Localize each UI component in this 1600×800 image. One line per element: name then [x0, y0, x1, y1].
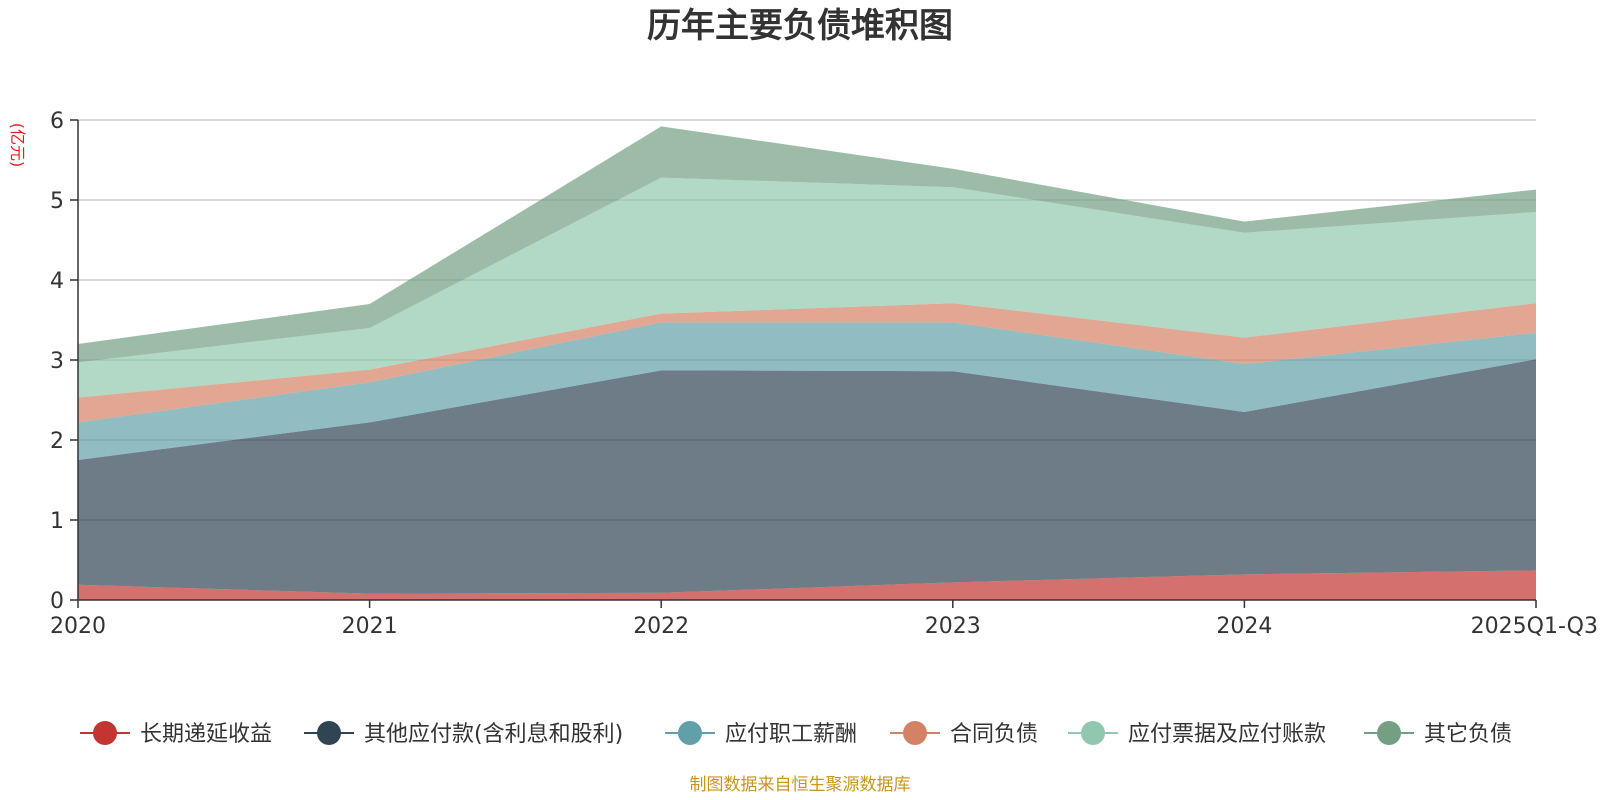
y-tick-label: 1 — [50, 509, 64, 534]
legend: 长期递延收益 其他应付款(含利息和股利) 应付职工薪酬 合同负债 应付票据及应付账款 其它… — [80, 721, 1512, 747]
data-source-note: 制图数据来自恒生聚源数据库 — [690, 775, 911, 795]
x-tick-label: 2023 — [925, 614, 981, 639]
area-series-4 — [78, 177, 1536, 398]
area-series-1 — [78, 359, 1536, 594]
y-tick-label: 2 — [50, 429, 64, 454]
y-unit-label: (亿元) — [8, 123, 27, 168]
x-tick-label: 2021 — [342, 614, 398, 639]
legend-label: 合同负债 — [950, 722, 1038, 747]
y-tick-label: 3 — [50, 349, 64, 374]
x-tick-label: 2025Q1-Q3 — [1471, 614, 1598, 639]
legend-item-4[interactable]: 应付票据及应付账款 — [1068, 721, 1326, 747]
legend-marker — [1377, 721, 1401, 745]
legend-marker — [93, 721, 117, 745]
legend-item-3[interactable]: 合同负债 — [890, 721, 1038, 747]
legend-marker — [678, 721, 702, 745]
legend-marker — [903, 721, 927, 745]
x-tick-label: 2024 — [1216, 614, 1272, 639]
y-tick-label: 6 — [50, 109, 64, 134]
legend-item-5[interactable]: 其它负债 — [1364, 721, 1512, 747]
legend-item-1[interactable]: 其他应付款(含利息和股利) — [304, 721, 623, 747]
legend-label: 其它负债 — [1424, 722, 1512, 747]
chart-title: 历年主要负债堆积图 — [647, 6, 953, 46]
area-series-2 — [78, 322, 1536, 460]
area-series — [78, 126, 1536, 600]
axes: 0 1 2 3 4 5 6 2020 2021 2022 2023 2024 2025Q1-Q3 — [50, 109, 1598, 639]
y-tick-label: 5 — [50, 189, 64, 214]
legend-marker — [317, 721, 341, 745]
legend-marker — [1081, 721, 1105, 745]
y-tick-label: 4 — [50, 269, 64, 294]
x-tick-label: 2022 — [633, 614, 689, 639]
legend-label: 长期递延收益 — [140, 722, 272, 747]
legend-label: 其他应付款(含利息和股利) — [364, 722, 623, 747]
x-tick-label: 2020 — [50, 614, 106, 639]
legend-item-2[interactable]: 应付职工薪酬 — [665, 721, 857, 747]
y-tick-label: 0 — [50, 589, 64, 614]
area-series-3 — [78, 303, 1536, 423]
legend-label: 应付票据及应付账款 — [1128, 722, 1326, 747]
area-series-0 — [78, 570, 1536, 600]
legend-item-0[interactable]: 长期递延收益 — [80, 721, 272, 747]
area-series-5 — [78, 126, 1536, 363]
legend-label: 应付职工薪酬 — [725, 722, 857, 747]
